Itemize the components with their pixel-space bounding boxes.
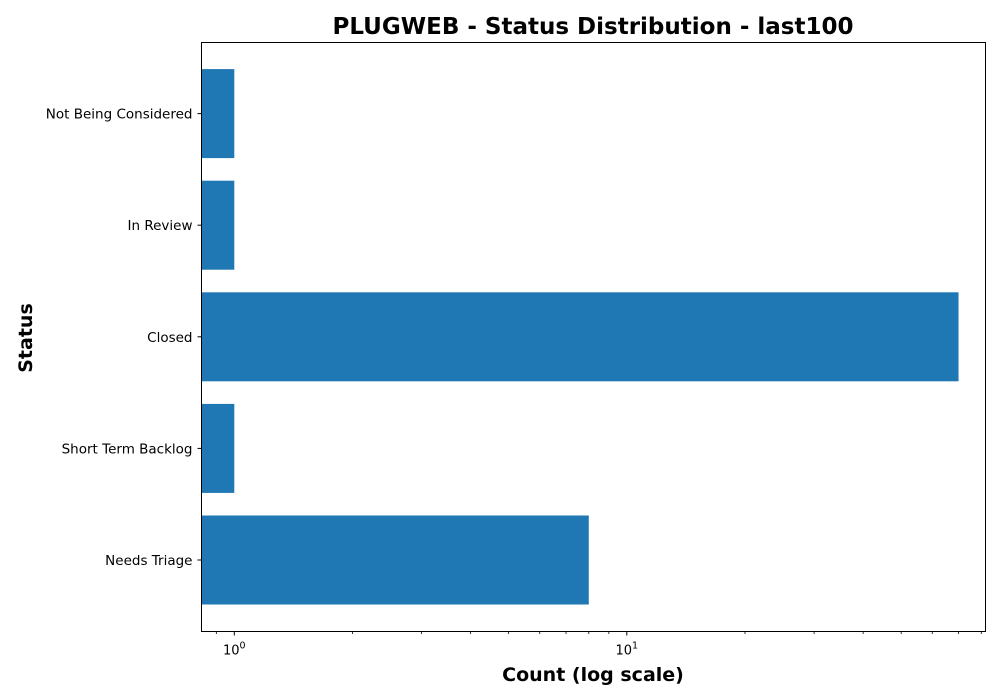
y-axis-label: Status (15, 303, 37, 373)
plot-frame (201, 42, 986, 632)
ticks-layer: Needs Triage Short Term Backlog Closed In R… (46, 107, 982, 659)
chart-title: PLUGWEB - Status Distribution - last100 (332, 14, 853, 40)
bars-layer (201, 69, 959, 605)
bar-needs-triage (201, 515, 589, 605)
bar-closed (201, 292, 959, 382)
x-axis-label: Count (log scale) (502, 664, 684, 686)
y-tick-label-short-term-backlog: Short Term Backlog (62, 441, 193, 457)
y-tick-label-in-review: In Review (128, 218, 193, 234)
bar-in-review (201, 180, 235, 270)
bar-short-term-backlog (201, 403, 235, 493)
bar-not-being-considered (201, 69, 235, 159)
x-tick-label: 101 (616, 641, 639, 659)
y-tick-label-needs-triage: Needs Triage (105, 553, 192, 569)
y-tick-label-closed: Closed (147, 330, 192, 346)
x-tick-label: 100 (223, 641, 246, 659)
y-tick-label-not-being-considered: Not Being Considered (46, 107, 193, 123)
